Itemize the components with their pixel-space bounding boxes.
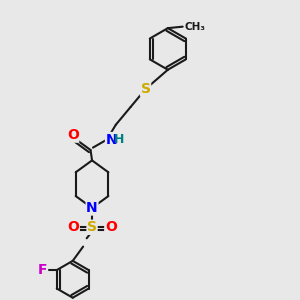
Text: H: H <box>114 133 124 146</box>
Text: O: O <box>105 220 117 234</box>
Text: S: S <box>140 82 151 96</box>
Text: O: O <box>67 128 79 142</box>
Text: F: F <box>38 263 47 277</box>
Text: S: S <box>87 220 97 234</box>
Text: N: N <box>106 133 117 147</box>
Text: N: N <box>86 201 98 215</box>
Text: CH₃: CH₃ <box>184 22 205 32</box>
Text: O: O <box>68 220 79 234</box>
